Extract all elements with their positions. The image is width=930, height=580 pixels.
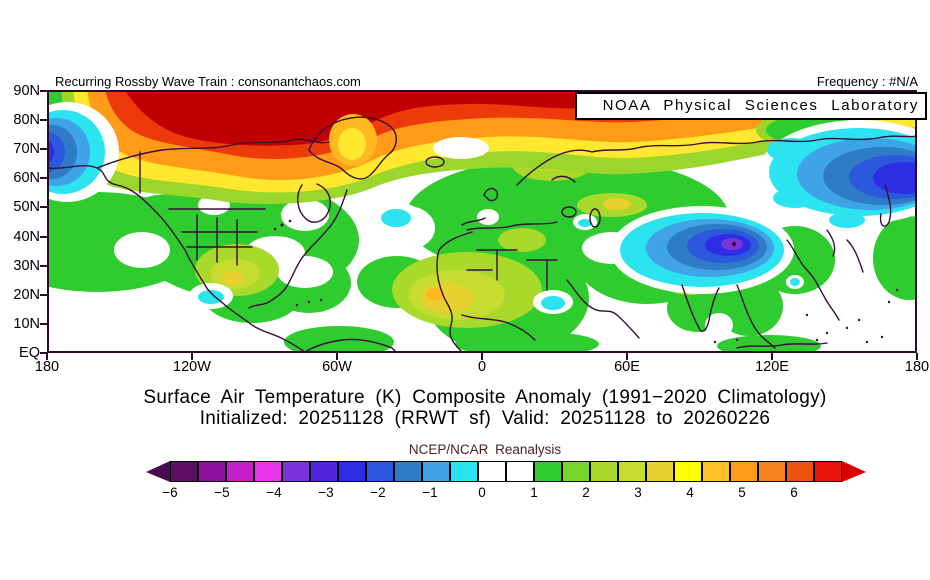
colorbar-box — [394, 461, 422, 482]
lon-tick-mark — [626, 353, 628, 360]
colorbar-dataset-label: NCEP/NCAR Reanalysis — [408, 442, 562, 457]
cold-blob-siberia — [759, 120, 917, 228]
colorbar-box — [310, 461, 338, 482]
lon-tick-label: 60E — [614, 359, 640, 375]
colorbar-box — [422, 461, 450, 482]
noaa-psl-box: NOAA Physical Sciences Laboratory — [575, 92, 927, 120]
lat-tick-label: 80N — [13, 112, 40, 129]
map-frame — [47, 90, 917, 353]
lat-tick-mark — [40, 235, 47, 238]
colorbar-box — [702, 461, 730, 482]
plot-source-label: Recurring Rossby Wave Train : consonantc… — [55, 74, 361, 89]
lon-tick-mark — [481, 353, 483, 360]
colorbar — [146, 461, 866, 482]
colorbar-box — [618, 461, 646, 482]
colorbar-tick-number: 1 — [530, 485, 538, 500]
colorbar-tick-number: −5 — [214, 485, 230, 500]
cold-blob-bering — [47, 102, 119, 202]
lat-tick-mark — [40, 322, 47, 325]
lon-tick-mark — [46, 353, 48, 360]
lon-tick-label: 180 — [904, 359, 930, 375]
lat-tick-mark — [40, 148, 47, 151]
lat-tick-mark — [40, 177, 47, 180]
colorbar-tick-number: 0 — [478, 485, 486, 500]
lon-tick-mark — [191, 353, 193, 360]
colorbar-box — [198, 461, 226, 482]
colorbar-box — [814, 461, 842, 482]
colorbar-box — [562, 461, 590, 482]
lon-tick-label: 0 — [477, 359, 487, 375]
colorbar-box — [646, 461, 674, 482]
cold-spots-small — [189, 137, 804, 314]
lat-tick-label: 60N — [13, 170, 40, 187]
lat-tick-mark — [40, 90, 47, 92]
anomaly-map-svg — [47, 90, 917, 353]
colorbar-box — [366, 461, 394, 482]
colorbar-box — [674, 461, 702, 482]
colorbar-box — [254, 461, 282, 482]
lon-tick-label: 120W — [173, 359, 211, 375]
lat-tick-label: EQ — [19, 344, 40, 361]
colorbar-left-arrow — [146, 461, 170, 482]
frequency-label: Frequency : #N/A — [816, 74, 918, 89]
colorbar-box — [170, 461, 198, 482]
island-dots — [273, 219, 899, 344]
colorbar-box — [758, 461, 786, 482]
lat-tick-mark — [40, 119, 47, 122]
lon-tick-mark — [771, 353, 773, 360]
lat-tick-mark — [40, 351, 47, 354]
colorbar-box — [590, 461, 618, 482]
lat-tick-label: 50N — [13, 199, 40, 216]
colorbar-box — [786, 461, 814, 482]
colorbar-box — [730, 461, 758, 482]
lat-tick-mark — [40, 264, 47, 267]
coastlines — [47, 116, 917, 353]
colorbar-tick-number: −1 — [422, 485, 438, 500]
colorbar-box — [506, 461, 534, 482]
colorbar-boxes — [170, 461, 842, 482]
colorbar-box — [450, 461, 478, 482]
anomaly-map — [47, 90, 917, 353]
colorbar-tick-number: 2 — [582, 485, 590, 500]
lat-tick-mark — [40, 293, 47, 296]
lon-tick-label: 120E — [755, 359, 789, 375]
colorbar-box — [534, 461, 562, 482]
colorbar-box — [478, 461, 506, 482]
lat-tick-label: 10N — [13, 315, 40, 332]
cold-blob-tibet — [610, 206, 794, 294]
lat-tick-label: 30N — [13, 257, 40, 274]
plot-subtitle: Initialized: 20251128 (RRWT sf) Valid: 2… — [199, 408, 771, 429]
colorbar-tick-number: −6 — [162, 485, 178, 500]
colorbar-tick-number: −4 — [266, 485, 282, 500]
colorbar-tick-number: 3 — [634, 485, 642, 500]
lon-tick-mark — [916, 353, 918, 360]
lat-tick-label: 70N — [13, 141, 40, 158]
lat-tick-label: 20N — [13, 286, 40, 303]
lon-tick-label: 60W — [322, 359, 352, 375]
plot-title: Surface Air Temperature (K) Composite An… — [143, 387, 827, 408]
lon-tick-label: 180 — [34, 359, 60, 375]
colorbar-tick-number: −2 — [370, 485, 386, 500]
lat-tick-label: 40N — [13, 228, 40, 245]
colorbar-box — [282, 461, 310, 482]
colorbar-tick-number: −3 — [318, 485, 334, 500]
lat-tick-label: 90N — [13, 83, 40, 99]
colorbar-tick-number: 5 — [738, 485, 746, 500]
lat-tick-mark — [40, 206, 47, 209]
colorbar-tick-number: 4 — [686, 485, 694, 500]
lon-tick-mark — [336, 353, 338, 360]
colorbar-box — [226, 461, 254, 482]
neutral-white-layer — [114, 195, 785, 337]
colorbar-box — [338, 461, 366, 482]
colorbar-right-arrow — [842, 461, 866, 482]
colorbar-tick-number: 6 — [790, 485, 798, 500]
